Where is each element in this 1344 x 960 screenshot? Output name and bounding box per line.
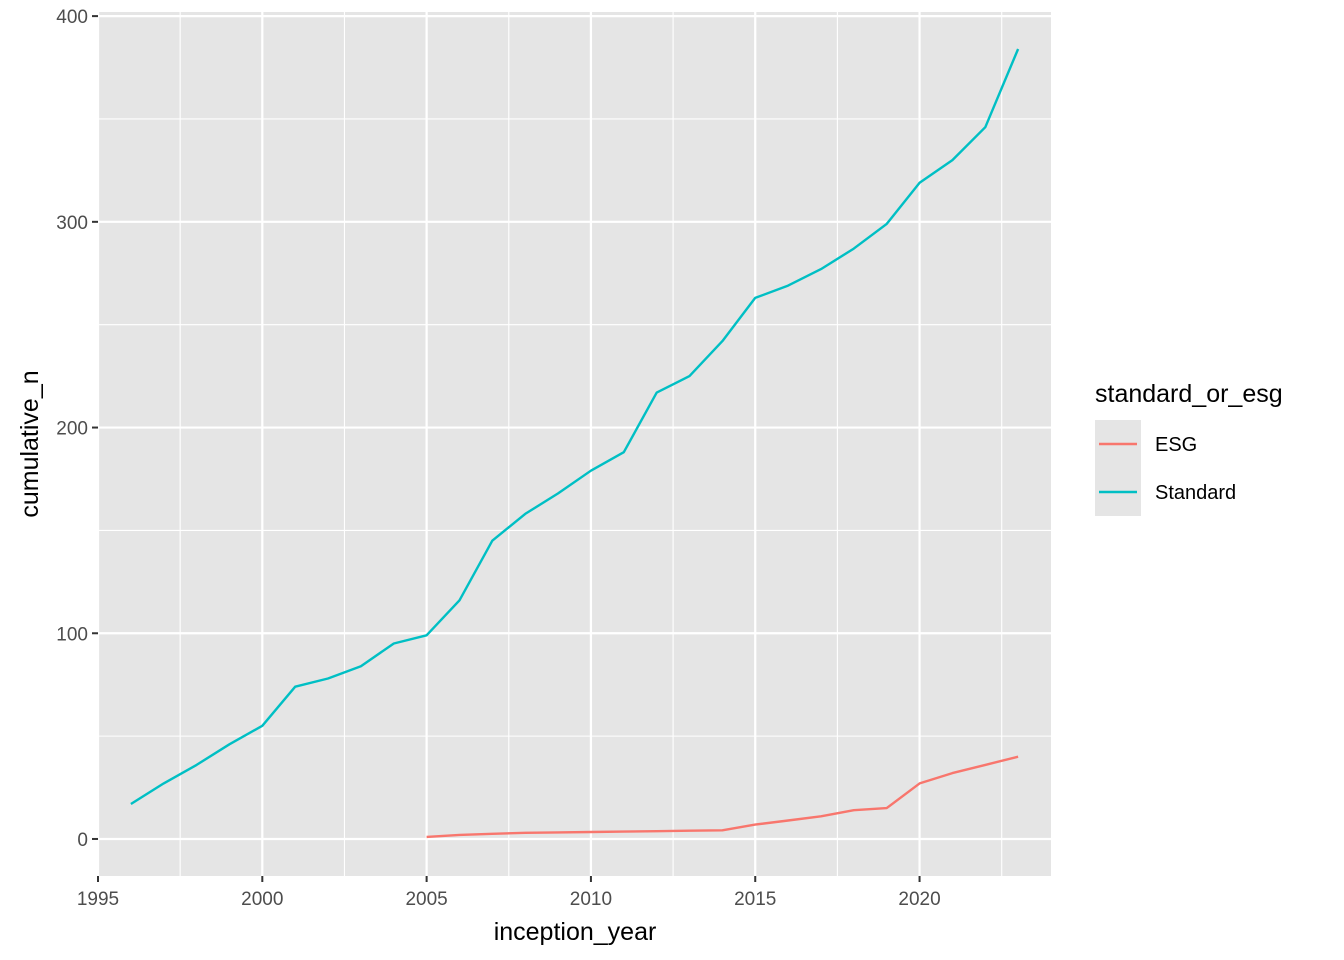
y-tick-label: 200 [56, 419, 88, 440]
series-line-esg [426, 755, 1019, 839]
legend-label-standard: Standard [1155, 482, 1236, 504]
x-tick-label: 2000 [241, 889, 283, 910]
y-axis-title: cumulative_n [16, 370, 44, 517]
x-tick-label: 2010 [570, 889, 612, 910]
legend: standard_or_esg ESG Standard [1095, 380, 1283, 516]
plot-panel [98, 12, 1051, 876]
x-tick-label: 1995 [77, 889, 119, 910]
x-tick-label: 2015 [734, 889, 776, 910]
series-line-standard [130, 48, 1020, 806]
x-tick-label: 2020 [898, 889, 940, 910]
x-axis-title: inception_year [494, 918, 657, 946]
y-tick-label: 300 [56, 213, 88, 234]
series-lines [130, 48, 1020, 839]
x-tick-label: 2005 [405, 889, 447, 910]
legend-title: standard_or_esg [1095, 380, 1283, 408]
grid-lines [96, 12, 1051, 876]
y-tick-label: 400 [56, 7, 88, 28]
axes: 1995 2000 2005 2010 2015 2020 0 100 200 300 400 [56, 7, 940, 910]
legend-label-esg: ESG [1155, 434, 1197, 456]
y-tick-label: 0 [77, 830, 88, 851]
y-tick-label: 100 [56, 624, 88, 645]
